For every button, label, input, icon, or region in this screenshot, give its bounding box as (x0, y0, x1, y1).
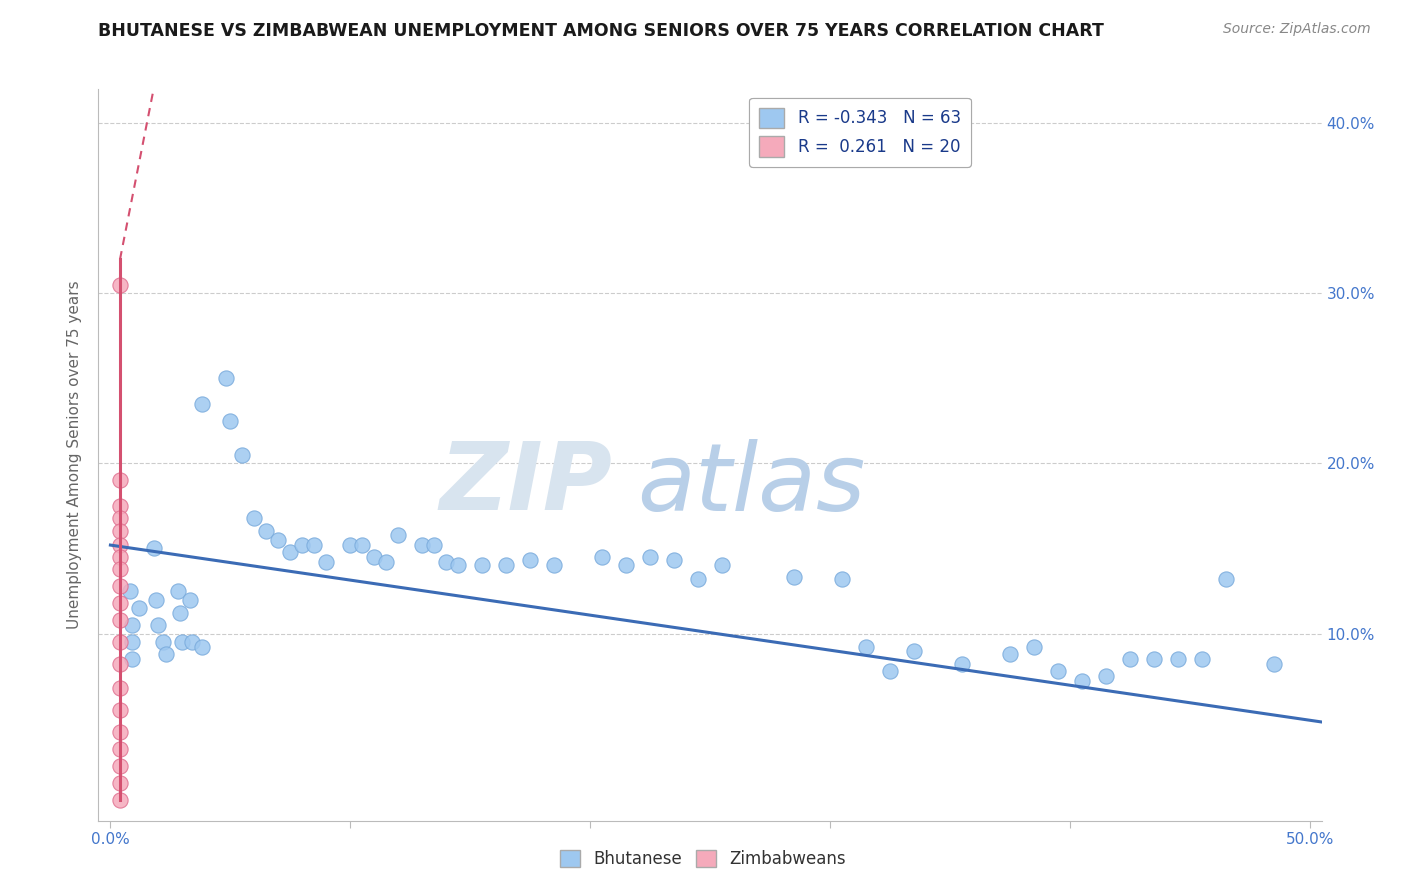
Point (108, 635, 131, 649)
Point (387, 528, 409, 542)
Legend: Bhutanese, Zimbabweans: Bhutanese, Zimbabweans (554, 843, 852, 875)
Point (145, 592, 167, 607)
Point (1191, 652, 1213, 666)
Point (108, 538, 131, 552)
Point (148, 618, 170, 632)
Point (879, 664, 901, 678)
Point (662, 553, 685, 567)
Point (375, 555, 398, 569)
Point (231, 448, 253, 462)
Point (118, 584, 141, 599)
Point (267, 533, 290, 547)
Text: BHUTANESE VS ZIMBABWEAN UNEMPLOYMENT AMONG SENIORS OVER 75 YEARS CORRELATION CHA: BHUTANESE VS ZIMBABWEAN UNEMPLOYMENT AMO… (98, 22, 1104, 40)
Point (166, 584, 188, 599)
Point (543, 558, 565, 573)
Point (121, 652, 143, 666)
Point (108, 759, 131, 773)
Point (108, 793, 131, 807)
Point (179, 592, 201, 607)
Point (108, 474, 131, 488)
Point (831, 572, 853, 586)
Point (315, 555, 337, 569)
Point (495, 558, 517, 573)
Point (108, 657, 131, 672)
Point (638, 549, 661, 564)
Point (181, 635, 204, 649)
Legend: R = -0.343   N = 63, R =  0.261   N = 20: R = -0.343 N = 63, R = 0.261 N = 20 (749, 97, 970, 167)
Point (108, 596, 131, 610)
Point (190, 397, 212, 411)
Point (291, 538, 314, 552)
Point (128, 601, 150, 615)
Point (1119, 652, 1142, 666)
Point (434, 555, 457, 569)
Point (108, 725, 131, 739)
Point (108, 613, 131, 627)
Point (1167, 652, 1189, 666)
Point (219, 414, 242, 428)
Point (1046, 664, 1069, 678)
Point (447, 558, 470, 573)
Point (1215, 572, 1237, 586)
Point (152, 635, 174, 649)
Y-axis label: Unemployment Among Seniors over 75 years: Unemployment Among Seniors over 75 years (67, 281, 83, 629)
Point (614, 558, 637, 573)
Point (121, 635, 143, 649)
Point (711, 558, 734, 573)
Point (411, 538, 433, 552)
Point (108, 524, 131, 539)
Point (783, 570, 806, 584)
Point (108, 549, 131, 564)
Point (1263, 657, 1285, 672)
Point (108, 562, 131, 576)
Point (108, 742, 131, 756)
Point (950, 657, 973, 672)
Point (903, 643, 925, 657)
Point (1070, 674, 1092, 689)
Text: Source: ZipAtlas.com: Source: ZipAtlas.com (1223, 22, 1371, 37)
Point (214, 371, 236, 385)
Point (172, 635, 194, 649)
Point (254, 524, 277, 539)
Point (1022, 640, 1045, 654)
Point (155, 647, 177, 661)
Point (1143, 652, 1166, 666)
Point (108, 681, 131, 695)
Point (190, 640, 212, 654)
Point (108, 703, 131, 717)
Point (108, 511, 131, 525)
Point (1094, 669, 1116, 683)
Point (121, 618, 143, 632)
Point (855, 640, 877, 654)
Point (352, 538, 374, 552)
Point (339, 538, 361, 552)
Point (363, 549, 385, 564)
Point (423, 538, 446, 552)
Point (304, 538, 326, 552)
Point (519, 553, 541, 567)
Point (243, 511, 266, 525)
Point (108, 499, 131, 513)
Point (108, 579, 131, 593)
Point (169, 606, 191, 620)
Point (142, 541, 165, 556)
Point (471, 558, 494, 573)
Point (591, 549, 613, 564)
Point (108, 277, 131, 292)
Text: ZIP: ZIP (439, 438, 612, 530)
Point (686, 572, 709, 586)
Point (998, 647, 1021, 661)
Text: atlas: atlas (637, 439, 865, 530)
Point (108, 776, 131, 790)
Point (278, 545, 301, 559)
